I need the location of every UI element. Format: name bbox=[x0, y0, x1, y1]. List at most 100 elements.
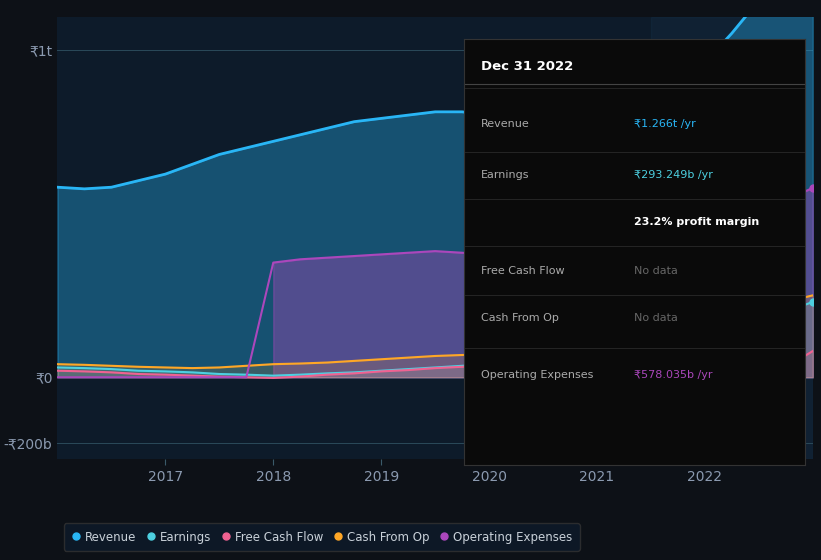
Cash From Op bbox=[53, 361, 62, 367]
Cash From Op bbox=[619, 361, 629, 368]
Free Cash Flow bbox=[376, 368, 386, 375]
Cash From Op bbox=[457, 352, 467, 358]
Operating Expenses bbox=[187, 374, 197, 381]
Revenue bbox=[403, 112, 413, 119]
Revenue bbox=[376, 115, 386, 122]
Operating Expenses bbox=[268, 259, 278, 266]
Operating Expenses bbox=[430, 248, 440, 254]
Operating Expenses bbox=[592, 256, 602, 263]
Earnings bbox=[241, 371, 251, 378]
Cash From Op bbox=[241, 362, 251, 369]
Free Cash Flow bbox=[268, 375, 278, 381]
Operating Expenses bbox=[214, 374, 224, 381]
Earnings bbox=[781, 309, 791, 315]
Cash From Op bbox=[646, 359, 656, 366]
Earnings bbox=[107, 366, 117, 372]
Cash From Op bbox=[511, 353, 521, 360]
Earnings bbox=[268, 372, 278, 379]
Revenue bbox=[187, 161, 197, 167]
Operating Expenses bbox=[619, 269, 629, 276]
Revenue bbox=[565, 118, 575, 125]
Operating Expenses bbox=[646, 263, 656, 269]
Operating Expenses bbox=[376, 251, 386, 258]
Earnings bbox=[187, 369, 197, 376]
Revenue bbox=[538, 118, 548, 125]
Free Cash Flow bbox=[134, 371, 144, 377]
Earnings bbox=[673, 357, 683, 364]
Operating Expenses bbox=[107, 374, 117, 381]
Earnings bbox=[403, 366, 413, 372]
Free Cash Flow bbox=[53, 367, 62, 374]
Cash From Op bbox=[187, 365, 197, 371]
Cash From Op bbox=[107, 362, 117, 369]
Cash From Op bbox=[781, 298, 791, 305]
Earnings bbox=[457, 362, 467, 369]
Earnings bbox=[700, 348, 710, 354]
Free Cash Flow bbox=[80, 368, 89, 375]
Free Cash Flow bbox=[700, 423, 710, 430]
Revenue bbox=[511, 115, 521, 122]
Line: Operating Expenses: Operating Expenses bbox=[57, 188, 813, 377]
Free Cash Flow bbox=[457, 363, 467, 370]
Text: ₹578.035b /yr: ₹578.035b /yr bbox=[635, 370, 713, 380]
Free Cash Flow bbox=[592, 376, 602, 382]
Free Cash Flow bbox=[241, 374, 251, 381]
Revenue bbox=[241, 144, 251, 151]
Operating Expenses bbox=[700, 233, 710, 240]
Free Cash Flow bbox=[619, 380, 629, 387]
Operating Expenses bbox=[80, 374, 89, 381]
Text: Operating Expenses: Operating Expenses bbox=[481, 370, 594, 380]
Revenue bbox=[349, 118, 359, 125]
Operating Expenses bbox=[296, 256, 305, 263]
Cash From Op bbox=[538, 356, 548, 363]
Cash From Op bbox=[430, 353, 440, 360]
Operating Expenses bbox=[134, 374, 144, 381]
Earnings bbox=[511, 362, 521, 369]
Operating Expenses bbox=[511, 251, 521, 258]
Free Cash Flow bbox=[754, 380, 764, 387]
Free Cash Flow bbox=[430, 365, 440, 371]
Operating Expenses bbox=[565, 254, 575, 261]
Revenue bbox=[673, 86, 683, 92]
Free Cash Flow bbox=[296, 374, 305, 380]
Free Cash Flow bbox=[673, 407, 683, 413]
Earnings bbox=[808, 298, 818, 305]
Revenue bbox=[484, 112, 494, 119]
Earnings bbox=[430, 364, 440, 371]
Revenue bbox=[323, 125, 333, 132]
Free Cash Flow bbox=[808, 348, 818, 354]
Cash From Op bbox=[592, 362, 602, 369]
Earnings bbox=[484, 361, 494, 367]
Revenue bbox=[214, 151, 224, 158]
Cash From Op bbox=[134, 363, 144, 370]
Text: Cash From Op: Cash From Op bbox=[481, 313, 559, 323]
Text: No data: No data bbox=[635, 266, 678, 276]
Free Cash Flow bbox=[349, 370, 359, 377]
Revenue bbox=[457, 109, 467, 115]
Cash From Op bbox=[160, 364, 170, 371]
Revenue bbox=[268, 138, 278, 144]
Revenue bbox=[754, 0, 764, 4]
Free Cash Flow bbox=[538, 367, 548, 374]
Cash From Op bbox=[80, 361, 89, 368]
Cash From Op bbox=[296, 360, 305, 367]
Line: Free Cash Flow: Free Cash Flow bbox=[57, 351, 813, 426]
Free Cash Flow bbox=[160, 371, 170, 378]
Operating Expenses bbox=[727, 217, 736, 223]
Earnings bbox=[160, 368, 170, 375]
Revenue bbox=[592, 115, 602, 122]
Text: Free Cash Flow: Free Cash Flow bbox=[481, 266, 565, 276]
Free Cash Flow bbox=[781, 364, 791, 371]
Text: Dec 31 2022: Dec 31 2022 bbox=[481, 60, 573, 73]
Revenue bbox=[107, 184, 117, 190]
Free Cash Flow bbox=[727, 400, 736, 407]
Bar bbox=[651, 17, 813, 459]
Revenue bbox=[160, 171, 170, 178]
Operating Expenses bbox=[53, 374, 62, 381]
Cash From Op bbox=[754, 309, 764, 315]
Cash From Op bbox=[700, 334, 710, 341]
Earnings bbox=[323, 370, 333, 377]
Earnings bbox=[565, 369, 575, 376]
Free Cash Flow bbox=[511, 364, 521, 371]
Revenue bbox=[80, 185, 89, 192]
